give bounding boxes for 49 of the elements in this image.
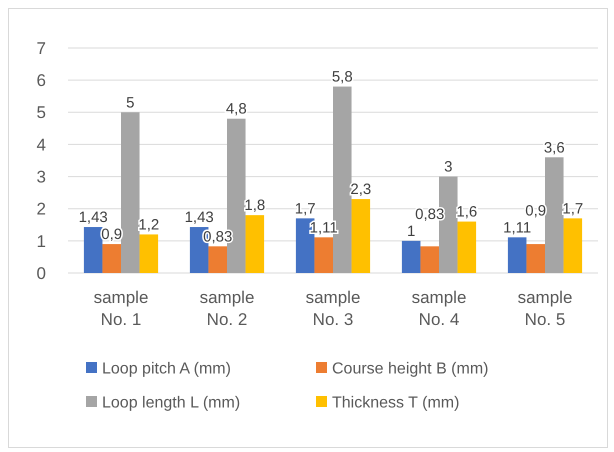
data-label: 1,6 — [456, 204, 478, 221]
data-label: 1,43 — [78, 209, 108, 226]
bar — [208, 246, 227, 273]
y-tick-label: 5 — [36, 103, 46, 122]
y-tick-label: 2 — [36, 200, 46, 219]
bar — [564, 218, 582, 273]
bar — [246, 215, 264, 273]
data-label: 5 — [126, 94, 134, 112]
bar — [545, 157, 564, 273]
data-label: 1,7 — [562, 200, 584, 218]
legend-label: Course height B (mm) — [332, 360, 488, 378]
legend-label: Loop length L (mm) — [102, 394, 240, 412]
y-tick-label: 7 — [36, 38, 46, 58]
y-tick-label: 6 — [36, 71, 46, 90]
data-label: 0,83 — [415, 206, 444, 223]
data-label: 4,8 — [226, 100, 247, 118]
legend-label: Loop pitch A (mm) — [102, 360, 231, 378]
data-label: 1,2 — [138, 216, 160, 234]
y-tick-label: 3 — [36, 168, 46, 187]
data-label: 1 — [407, 222, 416, 240]
x-tick-label: sample No. 3 — [306, 288, 360, 329]
bar — [402, 240, 420, 273]
bar — [508, 237, 526, 273]
data-label: 3 — [444, 158, 452, 176]
x-tick-label: sample No. 1 — [94, 288, 148, 329]
data-label: 0,9 — [525, 202, 546, 220]
data-label: 5,8 — [332, 68, 353, 86]
bar — [140, 234, 158, 273]
bar — [314, 237, 333, 273]
y-tick-label: 0 — [36, 264, 46, 283]
bar — [526, 244, 545, 273]
data-label: 1,11 — [503, 219, 532, 236]
bar — [84, 227, 102, 273]
x-tick-label: sample No. 4 — [412, 288, 466, 329]
legend-label: Thickness T (mm) — [332, 394, 460, 412]
bar — [121, 112, 140, 273]
x-tick-label: sample No. 2 — [200, 288, 254, 329]
y-tick-label: 1 — [36, 232, 46, 251]
data-label: 1,8 — [244, 197, 266, 214]
bar — [420, 246, 439, 273]
data-label: 1,43 — [184, 209, 214, 226]
data-label: 2,3 — [350, 181, 372, 198]
data-label: 3,6 — [544, 139, 565, 156]
bar — [102, 244, 121, 273]
y-tick-label: 4 — [36, 135, 46, 154]
x-tick-label: sample No. 5 — [518, 288, 572, 329]
bar — [352, 199, 370, 273]
bar — [458, 222, 476, 273]
data-label: 1,7 — [294, 200, 316, 218]
